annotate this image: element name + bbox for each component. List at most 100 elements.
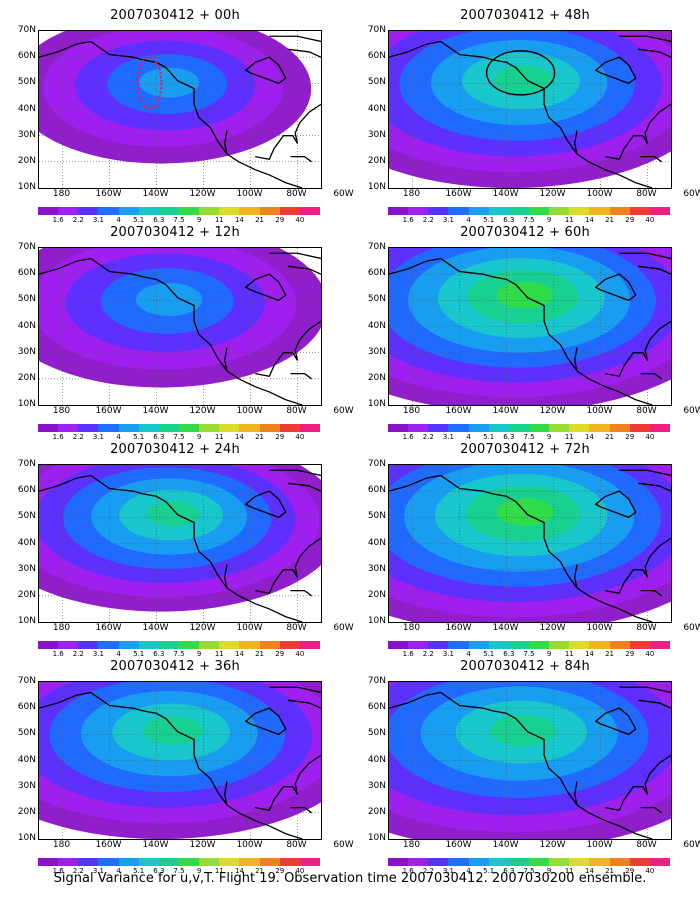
colorbar-swatch bbox=[98, 424, 119, 432]
coastline bbox=[619, 35, 671, 58]
latitude-label: 40N bbox=[17, 103, 36, 114]
latitude-label: 40N bbox=[367, 537, 386, 548]
colorbar-swatch bbox=[528, 641, 550, 649]
latitude-label: 50N bbox=[17, 77, 36, 88]
longitude-label: 120W bbox=[539, 840, 566, 850]
latitude-label: 70N bbox=[17, 242, 36, 252]
colorbar-swatch bbox=[649, 641, 670, 649]
longitude-label: 180 bbox=[402, 189, 421, 199]
panel-title: 2007030412 + 84h bbox=[460, 659, 590, 674]
colorbar-swatch bbox=[219, 858, 240, 866]
colorbar-label: 1.6 bbox=[402, 650, 414, 658]
coastline bbox=[244, 273, 287, 302]
colorbar-label: 40 bbox=[295, 433, 305, 441]
figure-caption: Signal Variance for u,v,T. Flight 19. Ob… bbox=[53, 871, 647, 886]
colorbar-swatch bbox=[219, 207, 240, 215]
coastline bbox=[255, 537, 321, 594]
coastline bbox=[440, 691, 653, 839]
longitude-label: 120W bbox=[189, 840, 216, 850]
colorbar-label: 14 bbox=[234, 867, 244, 875]
colorbar bbox=[38, 641, 320, 649]
colorbar-swatch bbox=[508, 641, 529, 649]
map-panel: 2007030412 + 12h 70N 60N 50N 40N 30N 20N 10N 180… bbox=[5, 225, 354, 441]
colorbar-label: 40 bbox=[295, 650, 305, 658]
colorbar-label: 2.2 bbox=[72, 650, 84, 658]
colorbar-label: 40 bbox=[645, 216, 655, 224]
colorbar-swatch bbox=[448, 858, 469, 866]
colorbar-label: 11 bbox=[214, 650, 224, 658]
colorbar-swatch bbox=[589, 641, 610, 649]
coastline bbox=[90, 257, 303, 405]
longitude-label: 120W bbox=[189, 623, 216, 633]
coastline bbox=[440, 474, 653, 622]
longitude-label: 60W bbox=[683, 189, 700, 199]
map-canvas bbox=[39, 465, 321, 622]
latitude-label: 70N bbox=[17, 25, 36, 35]
colorbar-swatch bbox=[549, 641, 570, 649]
coastline bbox=[389, 691, 441, 709]
longitude-label: 60W bbox=[333, 840, 354, 850]
longitude-label: 120W bbox=[539, 623, 566, 633]
longitude-label: 180 bbox=[402, 623, 421, 633]
longitude-label: 160W bbox=[95, 840, 122, 850]
colorbar-swatch bbox=[299, 641, 320, 649]
colorbar-label: 21 bbox=[255, 867, 265, 875]
colorbar-swatch bbox=[649, 424, 670, 432]
colorbar-swatch bbox=[609, 641, 630, 649]
variance-map bbox=[388, 681, 672, 840]
coastline bbox=[90, 474, 303, 622]
coastline bbox=[244, 707, 287, 736]
longitude-label: 100W bbox=[586, 406, 613, 416]
colorbar-swatch bbox=[629, 641, 650, 649]
colorbar-swatch bbox=[38, 858, 59, 866]
latitude-label: 60N bbox=[17, 485, 36, 496]
colorbar-label: 21 bbox=[255, 650, 265, 658]
colorbar-label: 40 bbox=[645, 867, 655, 875]
colorbar-swatch bbox=[239, 424, 260, 432]
longitude-label: 140W bbox=[492, 840, 519, 850]
colorbar-label: 7.5 bbox=[523, 650, 535, 658]
colorbar-label: 14 bbox=[234, 650, 244, 658]
colorbar-swatch bbox=[508, 424, 529, 432]
target-region-outline bbox=[136, 56, 163, 111]
longitude-label: 120W bbox=[539, 189, 566, 199]
colorbar-swatch bbox=[589, 858, 610, 866]
colorbar-swatch bbox=[569, 641, 590, 649]
colorbar-label: 4 bbox=[116, 650, 121, 658]
colorbar-label: 4 bbox=[466, 433, 471, 441]
latitude-label: 60N bbox=[367, 268, 386, 279]
colorbar-label: 40 bbox=[645, 433, 655, 441]
colorbar-label: 5.1 bbox=[483, 216, 495, 224]
latitude-label: 70N bbox=[17, 459, 36, 469]
latitude-label: 10N bbox=[17, 833, 36, 843]
colorbar-label: 5.1 bbox=[133, 650, 145, 658]
coastline bbox=[389, 40, 441, 58]
latitude-label: 60N bbox=[17, 51, 36, 62]
colorbar-swatch bbox=[408, 858, 429, 866]
colorbar-swatch bbox=[609, 207, 630, 215]
latitude-label: 20N bbox=[367, 155, 386, 166]
coastline bbox=[244, 490, 287, 519]
colorbar-swatch bbox=[279, 207, 300, 215]
colorbar-swatch bbox=[158, 641, 179, 649]
colorbar-swatch bbox=[219, 641, 240, 649]
colorbar-swatch bbox=[488, 207, 509, 215]
colorbar-label: 4 bbox=[116, 216, 121, 224]
latitude-label: 20N bbox=[367, 806, 386, 817]
colorbar-swatch bbox=[569, 207, 590, 215]
latitude-label: 50N bbox=[17, 728, 36, 739]
colorbar-swatch bbox=[528, 424, 550, 432]
colorbar-label: 7.5 bbox=[523, 216, 535, 224]
colorbar bbox=[38, 858, 320, 866]
colorbar bbox=[388, 424, 670, 432]
latitude-label: 20N bbox=[17, 372, 36, 383]
latitude-label: 50N bbox=[367, 294, 386, 305]
coastline bbox=[605, 754, 671, 811]
longitude-label: 120W bbox=[189, 189, 216, 199]
colorbar-label: 40 bbox=[295, 216, 305, 224]
colorbar-label: 9 bbox=[196, 650, 202, 658]
panel-title: 2007030412 + 00h bbox=[110, 8, 240, 23]
colorbar-swatch bbox=[118, 641, 139, 649]
colorbar-swatch bbox=[118, 858, 139, 866]
colorbar-label: 4 bbox=[116, 867, 121, 875]
